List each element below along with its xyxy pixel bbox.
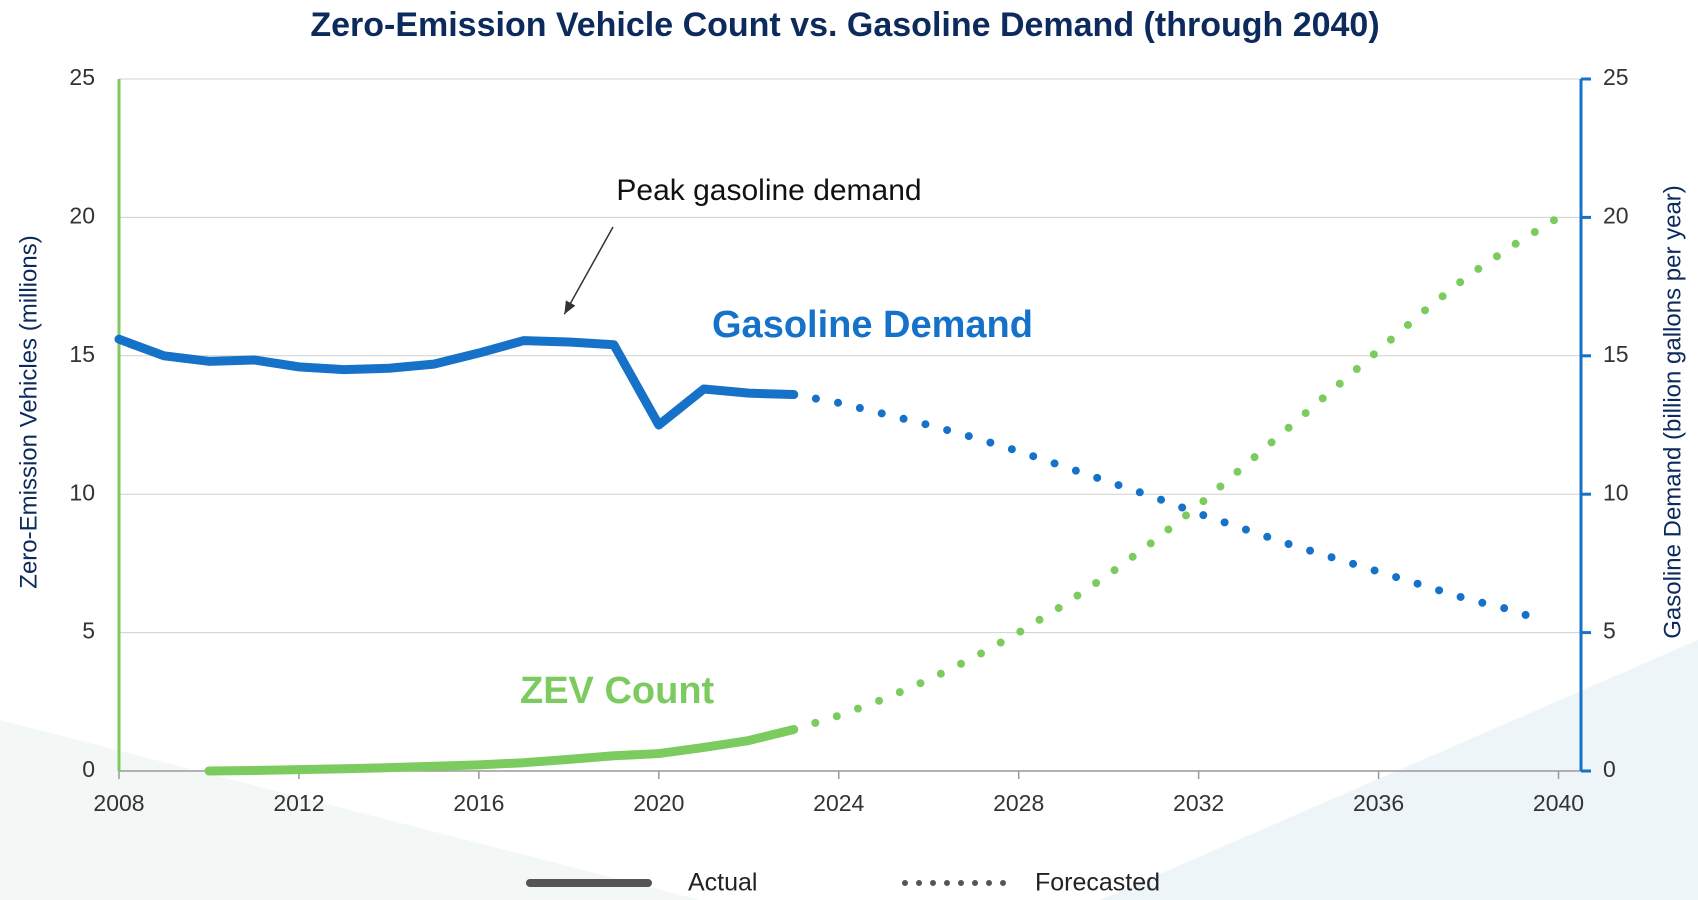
series-label: Gasoline Demand	[712, 304, 1033, 346]
y2-tick-label: 20	[1603, 202, 1629, 228]
background-shape	[1100, 640, 1698, 900]
series-label: ZEV Count	[520, 670, 715, 712]
y-tick-label: 15	[69, 341, 95, 367]
x-tick-label: 2032	[1173, 790, 1224, 816]
x-tick-label: 2012	[273, 790, 324, 816]
y2-axis-label: Gasoline Demand (billion gallons per yea…	[1659, 185, 1686, 639]
y-tick-label: 0	[82, 756, 95, 782]
x-tick-label: 2040	[1533, 790, 1584, 816]
y2-tick-label: 0	[1603, 756, 1616, 782]
x-tick-label: 2028	[993, 790, 1044, 816]
series-line	[204, 724, 799, 776]
series-line	[789, 213, 1563, 734]
x-tick-label: 2008	[93, 790, 144, 816]
x-tick-label: 2036	[1353, 790, 1404, 816]
y-axis-label: Zero-Emission Vehicles (millions)	[15, 235, 42, 588]
x-tick-label: 2024	[813, 790, 864, 816]
y2-tick-label: 5	[1603, 618, 1616, 644]
y-tick-label: 5	[82, 618, 95, 644]
series-line	[789, 390, 1541, 623]
y2-tick-label: 25	[1603, 64, 1629, 90]
legend-label: Actual	[688, 869, 757, 897]
x-tick-label: 2016	[453, 790, 504, 816]
y2-tick-label: 10	[1603, 479, 1629, 505]
y-tick-label: 20	[69, 202, 95, 228]
annotation-text: Peak gasoline demand	[616, 174, 921, 207]
y-tick-label: 10	[69, 479, 95, 505]
annotation-arrow	[563, 226, 614, 315]
y2-tick-label: 15	[1603, 341, 1629, 367]
legend-label: Forecasted	[1035, 869, 1160, 897]
chart-title: Zero-Emission Vehicle Count vs. Gasoline…	[310, 6, 1379, 44]
arrow-head	[564, 300, 576, 315]
x-tick-label: 2020	[633, 790, 684, 816]
series-line	[114, 334, 799, 430]
y-tick-label: 25	[69, 64, 95, 90]
background-shape	[0, 720, 700, 900]
